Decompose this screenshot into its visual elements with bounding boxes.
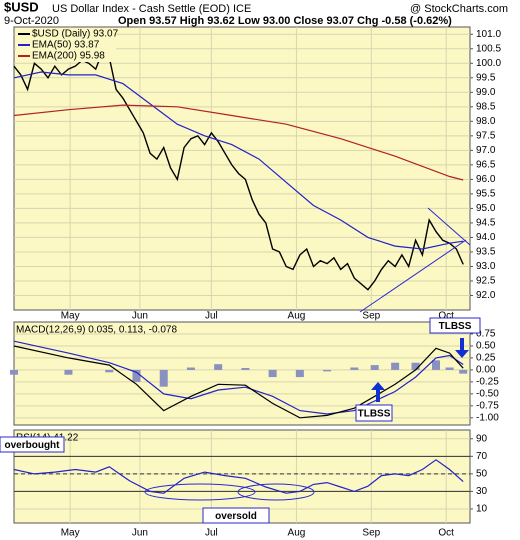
annotation-box — [429, 317, 481, 334]
y-tick-label: 101.0 — [476, 29, 501, 40]
y-tick-label: 93.5 — [476, 247, 496, 258]
symbol: $USD — [4, 0, 39, 14]
date: 9-Oct-2020 — [4, 15, 59, 27]
y-tick-label: -1.00 — [476, 412, 499, 423]
x-tick-label: Sep — [362, 311, 380, 322]
y-tick-label: 96.5 — [476, 160, 496, 171]
y-tick-label: 96.0 — [476, 174, 496, 185]
histogram-bar — [214, 364, 223, 370]
series-line — [13, 345, 464, 419]
annotation-box — [0, 436, 65, 453]
y-tick-label: -0.75 — [476, 400, 499, 411]
x-tick-label: Jul — [205, 311, 218, 322]
source: @ StockCharts.com — [410, 3, 508, 15]
histogram-bar — [132, 369, 141, 382]
trend-line — [427, 207, 471, 246]
annotation: TLBSS — [439, 321, 472, 332]
legend-label: EMA(50) 93.87 — [32, 40, 100, 51]
trend-line — [359, 239, 467, 313]
histogram-bar — [431, 360, 440, 370]
y-tick-label: 0.75 — [476, 329, 496, 340]
histogram-bar — [445, 367, 454, 370]
y-tick-label: 70 — [476, 451, 488, 462]
histogram-bar — [64, 369, 73, 375]
x-tick-label: May — [61, 528, 80, 539]
y-tick-label: 92.0 — [476, 290, 496, 301]
x-tick-label: Aug — [288, 311, 306, 322]
y-tick-label: 0.25 — [476, 353, 496, 364]
series-line — [13, 459, 464, 494]
instrument-name: US Dollar Index - Cash Settle (EOD) ICE — [52, 3, 251, 15]
plot-area — [13, 26, 471, 311]
arrow-up — [371, 382, 385, 402]
annotation: overbought — [5, 440, 61, 451]
legend-bg — [16, 40, 116, 51]
x-tick-label: Oct — [438, 311, 454, 322]
x-tick-label: Jun — [132, 311, 148, 322]
annotation: oversold — [215, 511, 257, 522]
x-tick-label: Sep — [362, 528, 380, 539]
histogram-bar — [370, 365, 379, 370]
histogram-bar — [159, 369, 168, 387]
y-tick-label: 50 — [476, 469, 488, 480]
series-line — [13, 50, 464, 291]
x-tick-label: Jul — [205, 528, 218, 539]
legend-bg — [16, 51, 116, 62]
y-tick-label: 97.0 — [476, 145, 496, 156]
y-tick-label: -0.25 — [476, 377, 499, 388]
y-tick-label: 98.0 — [476, 116, 496, 127]
arrow-down — [455, 338, 469, 358]
y-tick-label: 0.50 — [476, 341, 496, 352]
y-tick-label: 94.5 — [476, 218, 496, 229]
legend-bg — [16, 29, 116, 40]
y-tick-label: 99.5 — [476, 72, 496, 83]
y-tick-label: 95.5 — [476, 189, 496, 200]
highlight-ellipse — [144, 483, 256, 501]
histogram-bar — [323, 369, 332, 372]
annotation: TLBSS — [358, 409, 391, 420]
y-tick-label: 93.0 — [476, 261, 496, 272]
highlight-ellipse — [237, 483, 315, 501]
x-tick-label: Jun — [132, 528, 148, 539]
x-tick-label: Aug — [288, 528, 306, 539]
histogram-bar — [411, 362, 420, 370]
y-tick-label: 99.0 — [476, 87, 496, 98]
histogram-bar — [350, 367, 359, 370]
series-line — [13, 104, 464, 181]
histogram-bar — [459, 369, 468, 374]
histogram-bar — [391, 362, 400, 370]
annotation-box — [355, 404, 393, 422]
series-line — [13, 340, 464, 415]
y-tick-label: 92.5 — [476, 276, 496, 287]
y-tick-label: 98.5 — [476, 101, 496, 112]
y-tick-label: 10 — [476, 504, 488, 515]
histogram-bar — [186, 367, 195, 370]
y-tick-label: 94.0 — [476, 232, 496, 243]
y-tick-label: 90 — [476, 433, 488, 444]
series-line — [13, 71, 464, 250]
y-tick-label: 97.5 — [476, 130, 496, 141]
legend-label: $USD (Daily) 93.07 — [32, 29, 119, 40]
histogram-bar — [10, 369, 18, 375]
histogram-bar — [268, 369, 277, 378]
histogram-bar — [241, 367, 250, 370]
y-tick-label: 95.0 — [476, 203, 496, 214]
quote: Open 93.57 High 93.62 Low 93.00 Close 93… — [118, 15, 452, 27]
y-tick-label: 0.00 — [476, 365, 496, 376]
panel-title: MACD(12,26,9) 0.035, 0.113, -0.078 — [16, 325, 177, 336]
histogram-bar — [105, 369, 114, 373]
histogram-bar — [295, 369, 304, 378]
x-tick-label: May — [61, 311, 80, 322]
y-tick-label: 100.0 — [476, 58, 501, 69]
legend-label: EMA(200) 95.98 — [32, 51, 105, 62]
annotation-box — [202, 507, 270, 524]
y-tick-label: 100.5 — [476, 43, 501, 54]
x-tick-label: Oct — [438, 528, 454, 539]
y-tick-label: -0.50 — [476, 389, 499, 400]
y-tick-label: 30 — [476, 486, 488, 497]
plot-area — [13, 321, 471, 426]
